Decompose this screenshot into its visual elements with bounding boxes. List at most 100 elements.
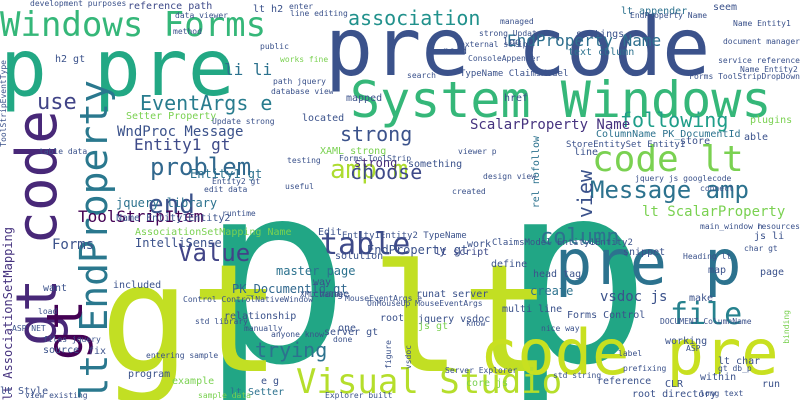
word-lt-char: lt char xyxy=(718,356,761,367)
word-main-window-h: main_window h xyxy=(700,222,763,231)
word-design-view: design view xyxy=(483,172,536,181)
word-strong: strong xyxy=(354,156,398,170)
word-js-li: js li xyxy=(754,231,785,242)
word-search: search xyxy=(407,71,436,80)
word-entity1entity2-typename: Entity1Entity2 TypeName xyxy=(342,231,467,241)
word-jquery-vsdoc: jquery vsdoc xyxy=(418,314,491,325)
word-method: method xyxy=(173,27,202,36)
word-strong-update: strong Update xyxy=(479,29,542,38)
word-eventargs-e: EventArgs e xyxy=(140,91,273,115)
word-lt-h2: lt h2 xyxy=(253,4,284,15)
word-relationship: relationship xyxy=(224,311,297,322)
word-located: located xyxy=(302,113,345,124)
word-pre-p: pre p xyxy=(555,226,742,299)
word-endproperty-name: EndProperty Name xyxy=(630,11,708,20)
word-runat-server: runat server xyxy=(416,289,489,300)
word-external-script: external script xyxy=(460,40,533,49)
word-end: end xyxy=(148,190,195,220)
word-lt-script: lt script xyxy=(435,247,490,258)
word-able: able xyxy=(744,132,769,143)
word-service-reference: service reference xyxy=(718,56,800,65)
word-forms-control: Forms Control xyxy=(567,310,646,321)
word-define: define xyxy=(491,259,528,270)
word-done: done xyxy=(333,335,353,344)
word-scalarproperty-name: ScalarProperty Name xyxy=(470,117,631,133)
word-within: within xyxy=(700,372,737,383)
word-entity1-gt: Entity1 gt xyxy=(190,167,263,181)
word-document-manager: document manager xyxy=(722,37,800,46)
word-forms: Forms xyxy=(52,237,95,253)
word-server-explorer: Server Explorer xyxy=(445,366,518,375)
word-prefixing: prefixing xyxy=(623,364,667,373)
word-multi-line: multi line xyxy=(502,304,563,315)
word-long-text: long text xyxy=(700,389,744,398)
word-text-column: text column xyxy=(568,47,635,58)
word-onmouseup-mouseeventargs: OnMouseUp MouseEventArgs xyxy=(367,299,483,308)
word-useful: useful xyxy=(285,182,314,191)
word-entity2-gt: Entity2 gt xyxy=(212,177,261,186)
word-view: view xyxy=(573,170,597,219)
word-manually: manually xyxy=(244,324,283,333)
word-vsdoc-js: vsdoc js xyxy=(600,289,668,305)
word-system-windows: System Windows xyxy=(350,71,772,129)
word-char-gt: char gt xyxy=(744,244,778,253)
word-mouseeventargs-e: MouseEventArgs e xyxy=(345,294,423,303)
word-run: run xyxy=(762,379,781,390)
word-table: table xyxy=(320,227,411,262)
word-binding: binding xyxy=(782,310,791,344)
word-gt-lt: gt lt xyxy=(100,233,552,400)
word-testing: testing xyxy=(287,156,321,165)
word-created: created xyxy=(452,187,486,196)
word-reference-path: reference path xyxy=(128,1,213,12)
word-know: know xyxy=(466,319,486,328)
word-name-entity2: Name Entity2 xyxy=(740,65,798,74)
word-std-string: std string xyxy=(553,371,602,380)
word-trying: trying xyxy=(255,338,328,362)
word-entering-sample: entering sample xyxy=(146,351,219,360)
word-settings: settings xyxy=(576,29,625,40)
word-viewer-p: viewer p xyxy=(458,147,497,156)
word-strong: strong xyxy=(340,122,413,146)
word-toolstripitem: ToolStripItem xyxy=(78,207,204,226)
word-use: use xyxy=(37,90,77,115)
word-files-jquery: files jquery xyxy=(43,335,101,344)
word-connect: connect xyxy=(700,184,734,193)
word-path-jquery: path jquery xyxy=(273,77,326,86)
word-plugins: plugins xyxy=(750,115,793,126)
word-root: root xyxy=(380,313,405,324)
word-table-data: table data xyxy=(39,147,88,156)
word-fix: fix xyxy=(88,346,107,357)
word-root-directory: root directory xyxy=(632,389,717,400)
word-lt-style: lt Style xyxy=(0,386,49,397)
word-enter: enter xyxy=(289,2,314,11)
word-figure: figure xyxy=(384,340,393,369)
word-data-viewer: data viewer xyxy=(175,11,228,20)
word-database-view: database view xyxy=(271,87,334,96)
word-program: program xyxy=(128,369,171,380)
word-li-li: li li xyxy=(224,60,273,79)
word-one: one xyxy=(338,323,357,334)
word-name-entity1entity2: Name Entity1Entity2 xyxy=(116,213,231,224)
word-document-columnname: DOCUMENT ColumnName xyxy=(660,317,752,326)
word-column: column xyxy=(540,225,620,250)
word-association: association xyxy=(348,6,481,30)
word-wndproc-message: WndProc Message xyxy=(117,124,244,140)
word-js-gt: js gt xyxy=(418,321,449,332)
word-following: following xyxy=(620,108,729,132)
word-head-tag: head tag xyxy=(533,269,582,280)
word-solution: solution xyxy=(335,251,384,262)
word-h2-gt: h2 gt xyxy=(55,54,86,65)
word-code-pre: code pre xyxy=(480,316,779,389)
word-server-gt: server gt xyxy=(324,327,379,338)
word-managed: managed xyxy=(500,17,534,26)
word-make: make xyxy=(689,293,714,304)
word-working: working xyxy=(665,336,708,347)
word-jquery-js-googlecode: jquery js googlecode xyxy=(635,174,732,183)
word-anyone-know: anyone know xyxy=(271,330,324,339)
word-p-pre: p pre xyxy=(0,24,235,114)
word-intellisense: IntelliSense xyxy=(135,236,222,250)
word-pk-documentid-gt: PK_DocumentId gt xyxy=(232,282,348,296)
word-href: href xyxy=(504,93,529,104)
word-page: page xyxy=(760,267,785,278)
